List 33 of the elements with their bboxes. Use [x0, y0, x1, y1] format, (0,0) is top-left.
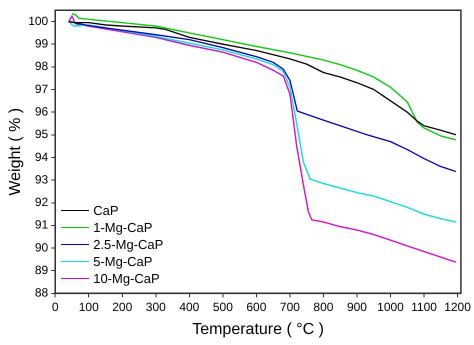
x-tick-label: 600	[246, 300, 267, 314]
x-tick-label: 100	[78, 300, 100, 314]
y-tick-label: 91	[34, 218, 49, 232]
y-tick-label: 89	[34, 263, 49, 278]
x-tick-label: 400	[179, 300, 200, 314]
y-tick-label: 93	[34, 172, 49, 186]
x-axis-title: Temperature ( °C )	[192, 320, 324, 338]
y-tick-label: 94	[34, 150, 49, 164]
y-tick-label: 92	[34, 195, 49, 210]
y-tick-label: 90	[34, 240, 49, 254]
x-tick-label: 500	[212, 300, 234, 314]
y-axis-title: Weight ( % )	[7, 108, 24, 196]
x-tick-label: 1100	[411, 300, 438, 314]
x-tick-label: 1000	[377, 300, 404, 314]
y-tick-label: 96	[34, 104, 49, 118]
legend-label: 10-Mg-CaP	[93, 270, 160, 288]
x-tick-label: 700	[280, 300, 300, 314]
legend-label: 1-Mg-CaP	[93, 219, 152, 236]
x-tick-label: 800	[313, 300, 334, 314]
y-tick-label: 97	[34, 82, 49, 96]
y-tick-label: 95	[34, 127, 49, 142]
legend-label: CaP	[93, 202, 119, 220]
x-tick-label: 900	[346, 300, 368, 314]
y-tick-label: 98	[34, 59, 49, 74]
legend-label: 2.5-Mg-CaP	[93, 236, 164, 254]
y-tick-label: 100	[28, 14, 49, 28]
y-tick-label: 99	[34, 36, 49, 50]
legend-label: 5-Mg-CaP	[93, 253, 152, 270]
y-tick-label: 88	[34, 286, 49, 300]
x-tick-label: 300	[146, 300, 166, 314]
x-tick-label: 1200	[444, 300, 472, 314]
x-tick-label: 200	[112, 300, 133, 314]
x-tick-label: 0	[52, 300, 59, 314]
